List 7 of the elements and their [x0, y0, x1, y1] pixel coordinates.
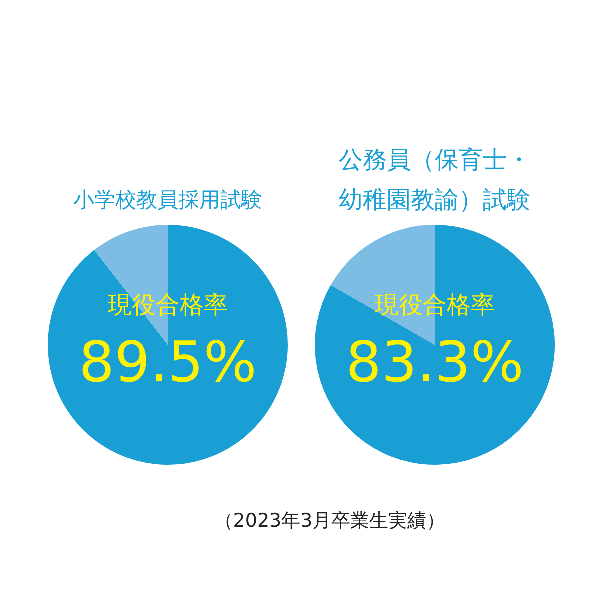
data-label: 89.5%: [79, 330, 257, 396]
data-label: 83.3%: [346, 330, 524, 396]
text: 現役合格率: [108, 291, 228, 320]
text: （2023年3月卒業生実績）: [213, 509, 447, 534]
chart-title: 小学校教員採用試験: [74, 187, 262, 214]
chart-title: 公務員（保育士・幼稚園教諭）試験: [338, 145, 532, 216]
text: 現役合格率: [375, 291, 495, 320]
